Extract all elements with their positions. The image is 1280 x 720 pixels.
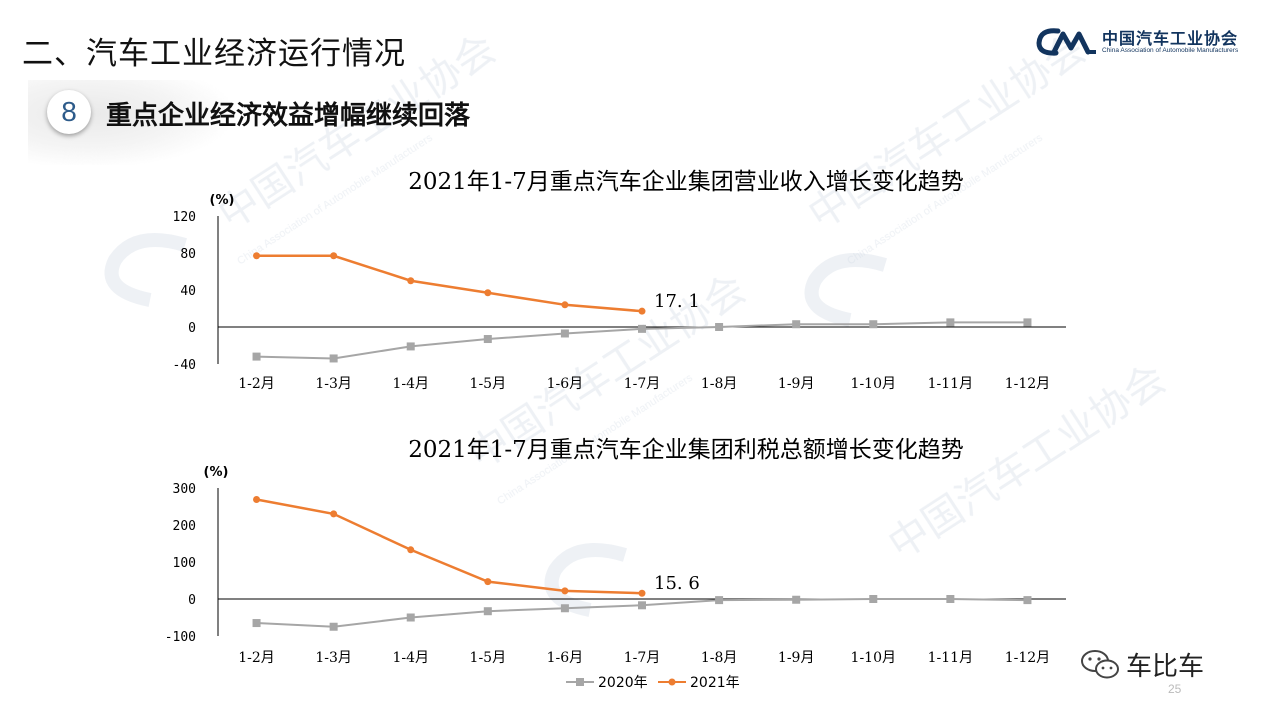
- x-tick-label: 1-9月: [778, 376, 815, 392]
- chart-1: 2021年1-7月重点汽车企业集团营业收入增长变化趋势 (%) 120 80 40 0 -4…: [173, 169, 1066, 392]
- wechat-account: 车比车: [1080, 646, 1240, 682]
- x-tick-label: 1-5月: [470, 650, 507, 666]
- x-tick-label: 1-12月: [1005, 650, 1050, 666]
- y-tick-label: -40: [173, 358, 196, 373]
- x-tick-label: 1-11月: [928, 650, 973, 666]
- data-point: [483, 607, 492, 616]
- data-point: [792, 320, 801, 329]
- data-point: [330, 510, 338, 518]
- chart-title: 2021年1-7月重点汽车企业集团营业收入增长变化趋势: [408, 169, 964, 195]
- data-point: [561, 301, 569, 309]
- logo-en-text: China Association of Automobile Manufact…: [1102, 47, 1239, 54]
- data-point: [407, 277, 415, 285]
- data-point: [329, 354, 338, 363]
- data-label: 17. 1: [654, 291, 700, 312]
- data-point: [946, 595, 955, 603]
- legend: 2020年 2021年: [566, 675, 740, 691]
- y-tick-label: 0: [188, 593, 196, 608]
- section-number-badge: 8: [47, 90, 91, 134]
- chart-2: 2021年1-7月重点汽车企业集团利税总额增长变化趋势 (%) 300 200 100 0…: [165, 437, 1066, 666]
- x-tick-label: 1-11月: [928, 376, 973, 392]
- data-point: [483, 335, 492, 344]
- data-point: [253, 252, 261, 260]
- chart-title: 2021年1-7月重点汽车企业集团利税总额增长变化趋势: [408, 437, 964, 463]
- x-tick-label: 1-10月: [851, 376, 896, 392]
- y-tick-label: 200: [173, 519, 196, 534]
- data-point: [484, 289, 492, 297]
- x-tick-label: 1-3月: [315, 376, 352, 392]
- series-line: [256, 498, 643, 595]
- x-tick-label: 1-9月: [778, 650, 815, 666]
- y-tick-label: 300: [173, 482, 196, 497]
- wechat-icon: [1081, 650, 1119, 679]
- x-tick-label: 1-10月: [851, 650, 896, 666]
- data-point: [946, 318, 955, 327]
- x-tick-label: 1-8月: [701, 650, 738, 666]
- data-point: [329, 622, 338, 631]
- data-point: [407, 546, 415, 554]
- legend-marker: [576, 678, 584, 686]
- y-tick-label: 0: [188, 321, 196, 336]
- x-tick-label: 1-12月: [1005, 376, 1050, 392]
- data-point: [869, 595, 878, 603]
- data-point: [638, 307, 646, 315]
- legend-marker: [668, 678, 676, 686]
- x-tick-label: 1-2月: [238, 376, 275, 392]
- legend-label: 2021年: [690, 675, 740, 691]
- data-point: [484, 578, 492, 586]
- series-line: [256, 254, 643, 313]
- data-point: [1023, 596, 1032, 605]
- data-point: [406, 613, 415, 622]
- data-point: [561, 587, 569, 595]
- x-tick-label: 1-4月: [392, 376, 429, 392]
- data-point: [560, 329, 569, 338]
- x-tick-label: 1-3月: [315, 650, 352, 666]
- y-tick-label: 120: [173, 210, 196, 225]
- data-point: [1023, 318, 1032, 327]
- x-tick-label: 1-5月: [470, 376, 507, 392]
- data-point: [252, 352, 261, 361]
- y-axis-unit-label: (%): [210, 193, 235, 208]
- page-number: 25: [1168, 682, 1182, 696]
- section-subtitle: 重点企业经济效益增幅继续回落: [106, 101, 471, 131]
- x-tick-label: 1-6月: [547, 376, 584, 392]
- y-tick-label: 100: [173, 556, 196, 571]
- data-point: [560, 604, 569, 613]
- x-tick-label: 1-7月: [624, 650, 661, 666]
- data-point: [792, 595, 801, 604]
- x-tick-label: 1-8月: [701, 376, 738, 392]
- data-point: [253, 495, 261, 503]
- data-point: [406, 342, 415, 351]
- x-tick-label: 1-4月: [392, 650, 429, 666]
- data-point: [869, 320, 878, 329]
- x-tick-label: 1-2月: [238, 650, 275, 666]
- x-tick-label: 1-7月: [624, 376, 661, 392]
- logo-cn-text: 中国汽车工业协会: [1102, 29, 1239, 48]
- legend-label: 2020年: [598, 675, 648, 691]
- y-tick-label: -100: [165, 630, 196, 645]
- data-point: [252, 619, 261, 628]
- data-point: [638, 589, 646, 597]
- data-point: [715, 596, 724, 605]
- data-point: [638, 324, 646, 333]
- y-tick-label: 40: [180, 284, 196, 299]
- x-tick-label: 1-6月: [547, 650, 584, 666]
- association-logo: 中国汽车工业协会 China Association of Automobile…: [1036, 22, 1250, 62]
- data-label: 15. 6: [654, 573, 700, 594]
- data-point: [715, 323, 724, 331]
- wechat-account-name: 车比车: [1126, 652, 1205, 682]
- slide-title: 二、汽车工业经济运行情况: [22, 36, 406, 72]
- cam-logo-icon: [1036, 28, 1096, 56]
- data-point: [330, 252, 338, 260]
- y-tick-label: 80: [180, 247, 196, 262]
- data-point: [638, 601, 646, 610]
- y-axis-unit-label: (%): [204, 465, 229, 480]
